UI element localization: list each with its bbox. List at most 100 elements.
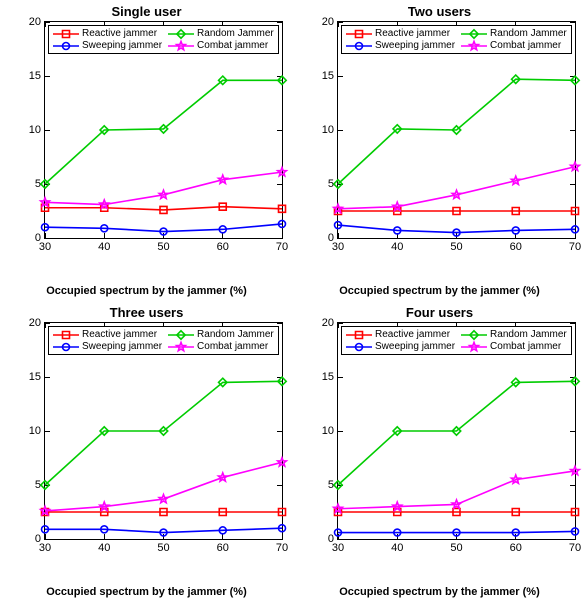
legend-swatch [53,29,79,39]
legend-item-combat: Combat jammer [168,341,274,352]
x-tick-label: 50 [450,238,462,253]
legend-swatch [461,342,487,352]
x-tick-label: 40 [98,539,110,554]
legend-swatch [53,330,79,340]
legend-swatch [461,330,487,340]
legend: Reactive jammer Random Jammer Sweeping jam… [48,25,279,54]
x-tick-label: 40 [391,539,403,554]
legend-item-sweeping: Sweeping jammer [53,40,162,51]
series-marker-combat [571,466,580,474]
legend-item-sweeping: Sweeping jammer [53,341,162,352]
x-tick-label: 50 [450,539,462,554]
y-tick-label: 15 [322,70,338,82]
x-tick-label: 70 [276,539,288,554]
plot-area: 051015203040506070Reactive jammerRandom … [44,322,283,540]
series-line-sweeping [338,531,575,532]
legend-swatch [346,41,372,51]
legend-swatch [53,342,79,352]
x-tick-label: 40 [391,238,403,253]
legend-label: Combat jammer [197,40,268,51]
x-tick-label: 30 [39,539,51,554]
panel-title: Two users [295,4,584,19]
y-tick-label: 10 [29,425,45,437]
x-tick-label: 60 [217,238,229,253]
chart-panel: Three usersJammer success rate(%)0510152… [0,301,293,602]
x-tick-label: 40 [98,238,110,253]
y-tick-label: 20 [29,317,45,329]
y-tick-label: 15 [322,371,338,383]
x-axis-label: Occupied spectrum by the jammer (%) [0,586,293,598]
legend-item-combat: Combat jammer [168,40,274,51]
legend-swatch [168,342,194,352]
plot-svg [338,323,575,539]
legend-item-reactive: Reactive jammer [53,28,162,39]
legend: Reactive jammerRandom JammerSweeping jam… [341,326,572,355]
series-line-random [338,79,575,184]
x-tick-label: 70 [276,238,288,253]
series-line-combat [338,471,575,509]
legend-label: Reactive jammer [375,28,450,39]
y-tick-label: 10 [322,124,338,136]
legend-item-random: Random Jammer [461,28,567,39]
legend-label: Combat jammer [490,341,561,352]
series-marker-combat [278,168,287,176]
legend-swatch [346,330,372,340]
plot-svg [338,22,575,238]
x-tick-label: 30 [332,238,344,253]
series-line-combat [45,462,282,511]
legend-item-combat: Combat jammer [461,40,567,51]
legend-item-reactive: Reactive jammer [346,329,455,340]
y-tick-label: 15 [29,70,45,82]
panel-title: Three users [2,305,291,320]
y-tick-label: 15 [29,371,45,383]
legend-swatch [168,330,194,340]
x-tick-label: 30 [332,539,344,554]
legend-label: Random Jammer [197,329,274,340]
legend-item-random: Random Jammer [168,329,274,340]
legend-label: Sweeping jammer [375,341,455,352]
legend-item-random: Random Jammer [168,28,274,39]
x-axis-label: Occupied spectrum by the jammer (%) [0,285,293,297]
x-tick-label: 60 [510,539,522,554]
x-tick-label: 50 [157,238,169,253]
x-tick-label: 70 [569,238,581,253]
series-marker-combat [571,162,580,170]
legend-item-reactive: Reactive jammer [53,329,162,340]
y-tick-label: 10 [29,124,45,136]
panel-title: Single user [2,4,291,19]
y-tick-label: 20 [29,16,45,28]
legend-label: Sweeping jammer [82,341,162,352]
legend-swatch [346,29,372,39]
legend-label: Random Jammer [197,28,274,39]
series-line-random [45,381,282,485]
legend-swatch [461,41,487,51]
x-tick-label: 30 [39,238,51,253]
legend-label: Combat jammer [490,40,561,51]
legend-swatch [346,342,372,352]
x-axis-label: Occupied spectrum by the jammer (%) [293,285,586,297]
x-tick-label: 70 [569,539,581,554]
x-tick-label: 50 [157,539,169,554]
legend-item-combat: Combat jammer [461,341,567,352]
legend-label: Combat jammer [197,341,268,352]
chart-panel: Two usersJammer success rate(%)051015203… [293,0,586,301]
chart-panel: Four usersJammer success rate(%)05101520… [293,301,586,602]
panel-title: Four users [295,305,584,320]
series-marker-combat [41,198,50,206]
series-line-random [338,381,575,485]
legend-label: Random Jammer [490,28,567,39]
plot-svg [45,323,282,539]
y-tick-label: 20 [322,317,338,329]
y-tick-label: 10 [322,425,338,437]
plot-area: 051015203040506070Reactive jammerRandom … [337,322,576,540]
legend-label: Reactive jammer [82,28,157,39]
legend-item-sweeping: Sweeping jammer [346,341,455,352]
legend: Reactive jammer Random Jammer Sweeping jam… [48,326,279,355]
legend-swatch [168,41,194,51]
legend-swatch [53,41,79,51]
x-tick-label: 60 [510,238,522,253]
legend-label: Sweeping jammer [375,40,455,51]
legend-swatch [168,29,194,39]
legend-swatch [461,29,487,39]
legend-item-sweeping: Sweeping jammer [346,40,455,51]
